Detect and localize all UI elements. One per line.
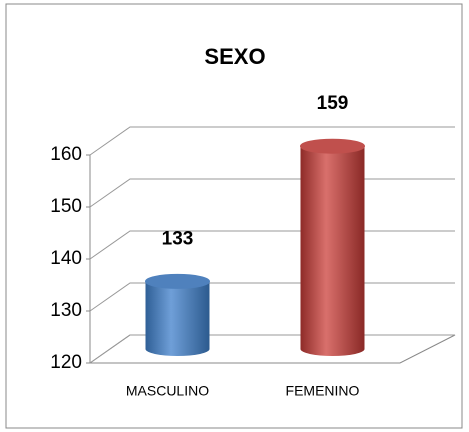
data-label: 133	[162, 228, 194, 249]
y-tick-label: 150	[50, 196, 82, 217]
x-tick-label: FEMENINO	[286, 383, 360, 399]
chart-title: SEXO	[204, 44, 265, 69]
y-tick-label: 120	[50, 352, 82, 373]
y-tick-label: 130	[50, 300, 82, 321]
grid-line	[89, 126, 455, 156]
bar	[300, 146, 365, 356]
y-tick-label: 140	[50, 248, 82, 269]
chart-border	[5, 3, 463, 429]
x-tick-label: MASCULINO	[126, 383, 209, 399]
data-label: 159	[317, 93, 349, 114]
y-tick-label: 160	[50, 144, 82, 165]
bar-top	[300, 138, 365, 154]
bar	[145, 281, 210, 356]
bar-top	[145, 273, 210, 289]
